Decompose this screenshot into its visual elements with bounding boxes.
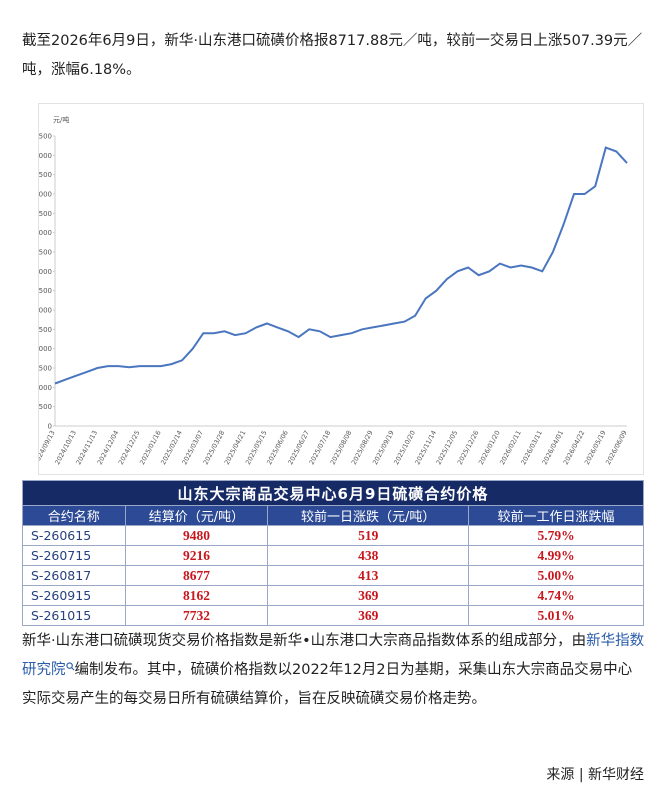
table-cell: 8677 [124, 565, 269, 586]
table-cell: 5.01% [468, 605, 644, 626]
table-cell: 4.74% [468, 585, 644, 606]
y-tick-label: 1000 [39, 384, 52, 392]
chart-image: 元/吨 0 500 1000 1500 2000 2500 3000 3500 4000 4500… [32, 103, 644, 475]
table-cell: S-260817 [22, 565, 126, 586]
source: 来源 | 新华财经 [546, 767, 644, 783]
x-tick-label: 2025/06/06 [265, 429, 290, 466]
y-tick-label: 6500 [39, 171, 52, 179]
x-tick-label: 2025/08/08 [329, 429, 354, 466]
x-tick-label: 2026/03/11 [519, 429, 544, 466]
x-tick-label: 2025/03/28 [202, 429, 227, 466]
y-tick-label: 3000 [39, 307, 52, 315]
x-tick-label: 2025/12/05 [435, 429, 460, 466]
table-cell: 7732 [124, 605, 269, 626]
table-cell: 5.79% [468, 525, 644, 546]
table-cell: 8162 [124, 585, 269, 606]
x-tick-label: 2026/06/09 [604, 429, 629, 466]
x-tick-label: 2026/04/22 [562, 429, 587, 466]
table-cell: S-261015 [22, 605, 126, 626]
y-tick-label: 500 [39, 403, 52, 411]
table-title-row: 山东大宗商品交易中心6月9日硫磺合约价格 [22, 480, 644, 506]
table-cell: 9480 [124, 525, 269, 546]
table-cell: 519 [267, 525, 470, 546]
x-tick-label: 2025/07/18 [308, 429, 333, 466]
table-row: S-261015 7732 369 5.01% [22, 605, 644, 626]
y-axis-label: 元/吨 [53, 115, 69, 124]
body-text: 新华·山东港口硫磺现货交易价格指数是新华•山东港口大宗商品指数体系的组成部分，由… [22, 627, 646, 714]
table-title: 山东大宗商品交易中心6月9日硫磺合约价格 [22, 480, 644, 506]
x-tick-label: 2025/02/14 [159, 429, 184, 466]
x-tick-label: 2025/10/20 [392, 429, 417, 466]
x-tick-label: 2024/12/04 [96, 429, 121, 466]
table-cell: 438 [267, 545, 470, 566]
x-tick-label: 2025/06/27 [286, 429, 311, 466]
x-tick-label: 2026/02/11 [498, 429, 523, 466]
x-tick-label: 2025/04/21 [223, 429, 248, 466]
header-cell: 较前一工作日涨跌幅 [468, 505, 644, 526]
table-row: S-260615 9480 519 5.79% [22, 525, 644, 546]
y-tick-label: 1500 [39, 365, 52, 373]
x-tick-label: 2025/05/15 [244, 429, 269, 466]
index-link[interactable]: 新华指数研究院 [22, 633, 645, 678]
y-tick-label: 2000 [39, 345, 52, 353]
x-tick-label: 2024/12/25 [117, 429, 142, 466]
body-text-part: 新华·山东港口硫磺现货交易价格指数是新华•山东港口大宗商品指数体系的组成部分，由 [22, 633, 587, 649]
table-row: S-260715 9216 438 4.99% [22, 545, 644, 566]
y-tick-label: 5500 [39, 210, 52, 218]
table-row: S-260817 8677 413 5.00% [22, 565, 644, 586]
table-row: S-260915 8162 369 4.74% [22, 585, 644, 606]
table-cell: 369 [267, 585, 470, 606]
price-line [54, 146, 628, 385]
x-tick-label: 2026/04/01 [541, 429, 566, 466]
x-tick-label: 2025/12/26 [456, 429, 481, 466]
x-tick-label: 2025/01/16 [138, 429, 163, 466]
x-tick-label: 2025/08/29 [350, 429, 375, 466]
x-tick-label: 2025/09/19 [371, 429, 396, 466]
table-cell: 369 [267, 605, 470, 626]
table-cell: S-260615 [22, 525, 126, 546]
y-tick-label: 0 [48, 423, 52, 431]
body-text-part: 编制发布。其中，硫磺价格指数以2022年12月2日为基期，采集山东大宗商品交易中… [22, 662, 633, 707]
x-tick-label: 2025/11/14 [413, 429, 438, 466]
table-cell: 413 [267, 565, 470, 586]
chart: 元/吨 0 500 1000 1500 2000 2500 3000 3500 4000 4500… [32, 115, 629, 466]
x-tick-label: 2025/03/07 [180, 429, 205, 466]
intro: 截至2026年6月9日，新华·山东港口硫磺价格报8717.88元／吨，较前一交易… [22, 33, 643, 78]
price-table: 山东大宗商品交易中心6月9日硫磺合约价格 合约名称 结算价（元/吨） 较前一日涨跌（… [22, 480, 644, 626]
y-tick-label: 7500 [39, 133, 52, 141]
header-cell: 较前一日涨跌（元/吨） [267, 505, 470, 526]
table-cell: S-260915 [22, 585, 126, 606]
y-tick-label: 6000 [39, 191, 52, 199]
table-cell: 4.99% [468, 545, 644, 566]
x-tick-label: 2024/10/13 [53, 429, 78, 466]
header-cell: 合约名称 [22, 505, 126, 526]
y-tick-label: 4000 [39, 268, 52, 276]
table-cell: 9216 [124, 545, 269, 566]
table-header: 合约名称 结算价（元/吨） 较前一日涨跌（元/吨） 较前一工作日涨跌幅 [22, 505, 644, 526]
y-tick-label: 4500 [39, 249, 52, 257]
table-cell: 5.00% [468, 565, 644, 586]
header-cell: 结算价（元/吨） [124, 505, 269, 526]
x-tick-label: 2026/01/20 [477, 429, 502, 466]
y-tick-label: 2500 [39, 326, 52, 334]
x-tick-label: 2024/11/13 [74, 429, 99, 466]
search-icon[interactable] [65, 662, 75, 671]
y-tick-label: 3500 [39, 287, 52, 295]
table-cell: S-260715 [22, 545, 126, 566]
x-tick-label: 2026/05/19 [583, 429, 608, 466]
y-tick-label: 7000 [39, 152, 52, 160]
